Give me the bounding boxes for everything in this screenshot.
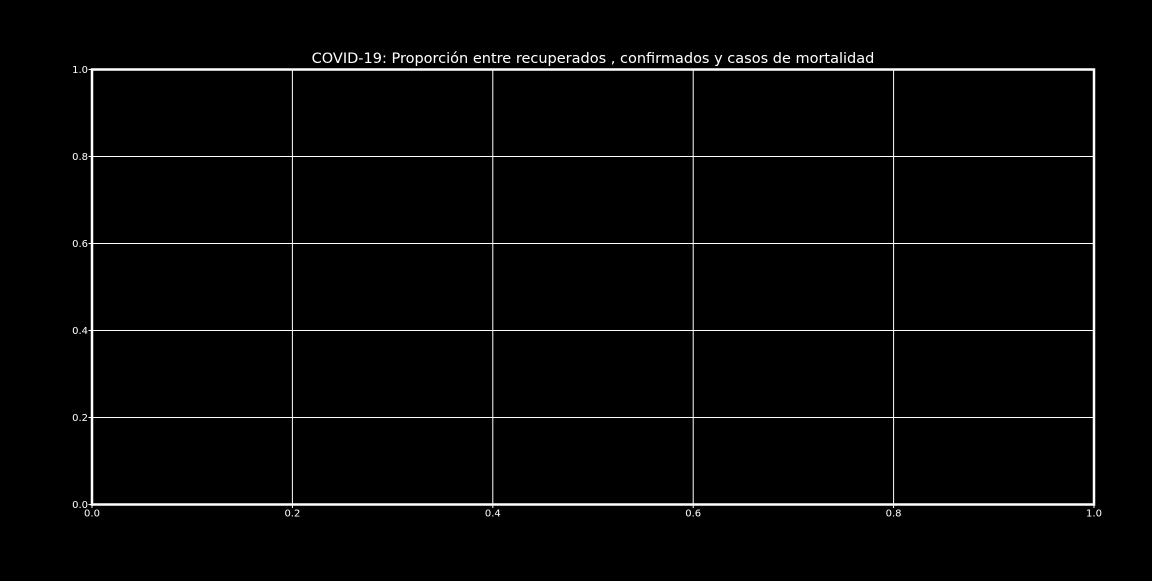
x-tick-label: 0.4	[485, 509, 501, 520]
x-tick-label: 0.8	[886, 509, 902, 520]
y-tick-label: 0.8	[72, 152, 88, 163]
y-tick-label: 0.6	[72, 239, 88, 250]
y-tick-label: 0.2	[72, 413, 88, 424]
plot-area-frame	[90, 68, 1096, 506]
x-tick-label: 1.0	[1086, 509, 1102, 520]
y-tick-label: 0.4	[72, 326, 88, 337]
y-axis-ticks: 0.0 0.2 0.4 0.6 0.8 1.0	[72, 65, 92, 511]
y-tick-label: 0.0	[72, 500, 88, 511]
chart-title: COVID-19: Proporción entre recuperados ,…	[312, 51, 875, 67]
x-tick-label: 0.2	[284, 509, 300, 520]
y-tick-label: 1.0	[72, 65, 88, 76]
x-tick-label: 0.0	[84, 509, 100, 520]
x-tick-label: 0.6	[685, 509, 701, 520]
